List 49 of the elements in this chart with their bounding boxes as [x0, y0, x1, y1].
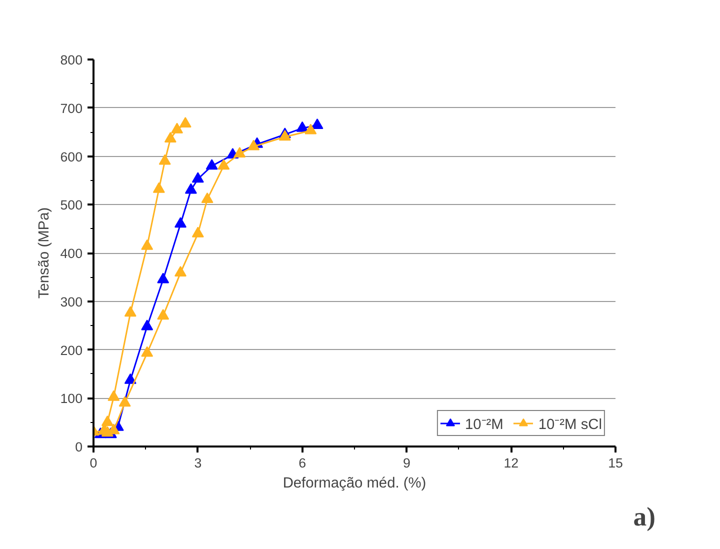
x-tick-label: 9	[402, 456, 410, 470]
y-axis-title: Tensão (MPa)	[36, 207, 52, 299]
point	[141, 239, 154, 250]
point	[174, 266, 186, 277]
point	[184, 183, 197, 194]
x-tick-label: 3	[194, 456, 202, 470]
legend-label: 10⁻²M sCl	[538, 416, 602, 433]
x-tick-label: 6	[298, 456, 306, 470]
x-axis-title: Deformação méd. (%)	[282, 476, 426, 492]
point	[179, 116, 192, 128]
y-tick-label: 600	[60, 149, 83, 164]
x-tick-label: 0	[90, 456, 98, 470]
point	[278, 130, 291, 141]
point	[192, 172, 204, 183]
point	[157, 272, 170, 284]
point	[304, 124, 317, 134]
legend-label: 10⁻²M	[464, 416, 504, 433]
point	[248, 140, 260, 150]
y-tick-label: 0	[75, 440, 83, 454]
y-tick-label: 200	[60, 342, 83, 358]
point	[157, 309, 170, 320]
y-tick-label: 400	[60, 246, 83, 261]
x-tick-label: 15	[608, 456, 623, 470]
y-tick-label: 700	[60, 100, 83, 116]
point	[124, 373, 136, 384]
point	[141, 346, 154, 357]
y-tick-label: 500	[60, 198, 83, 213]
point	[158, 154, 171, 165]
point	[206, 159, 218, 170]
point	[118, 396, 131, 407]
point	[141, 320, 154, 330]
point	[101, 415, 114, 426]
point	[124, 306, 136, 317]
point	[192, 226, 204, 238]
y-tick-label: 800	[60, 52, 83, 68]
point	[174, 217, 186, 228]
point	[296, 121, 308, 132]
point	[311, 118, 324, 129]
text: a)	[633, 502, 656, 532]
point	[171, 122, 184, 134]
x-tick-label: 12	[504, 456, 519, 470]
point	[218, 159, 230, 170]
point	[108, 390, 120, 401]
point	[234, 146, 246, 158]
y-tick-label: 100	[60, 391, 83, 406]
y-tick-label: 300	[60, 294, 83, 310]
point	[201, 192, 214, 203]
point	[164, 132, 176, 143]
point	[152, 182, 165, 193]
